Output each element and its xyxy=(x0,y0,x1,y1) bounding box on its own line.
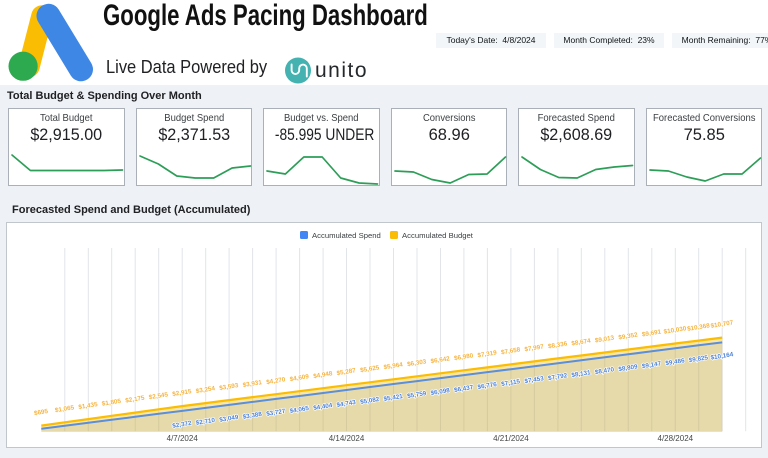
svg-text:$7,319: $7,319 xyxy=(477,349,498,359)
svg-text:$7,997: $7,997 xyxy=(524,343,545,353)
svg-text:$6,437: $6,437 xyxy=(454,384,475,394)
svg-text:$2,175: $2,175 xyxy=(125,394,146,404)
svg-text:$6,776: $6,776 xyxy=(477,381,498,391)
svg-text:$9,352: $9,352 xyxy=(618,331,639,341)
svg-text:$5,421: $5,421 xyxy=(383,392,404,402)
svg-text:$4,404: $4,404 xyxy=(313,401,334,411)
svg-text:$1,805: $1,805 xyxy=(101,397,122,407)
svg-text:$8,470: $8,470 xyxy=(595,366,616,376)
svg-text:$7,658: $7,658 xyxy=(501,346,522,356)
svg-text:$9,013: $9,013 xyxy=(595,334,616,344)
svg-text:$5,964: $5,964 xyxy=(383,361,404,371)
svg-text:$5,287: $5,287 xyxy=(336,367,357,377)
svg-text:$3,388: $3,388 xyxy=(242,410,263,420)
svg-text:$8,674: $8,674 xyxy=(571,337,592,347)
svg-text:$9,691: $9,691 xyxy=(642,328,663,338)
svg-text:$10,368: $10,368 xyxy=(687,322,711,333)
svg-text:Accumulated Budget: Accumulated Budget xyxy=(402,230,474,239)
svg-text:$7,115: $7,115 xyxy=(501,378,521,388)
svg-text:$3,049: $3,049 xyxy=(219,413,240,423)
svg-text:$8,809: $8,809 xyxy=(618,363,639,373)
svg-text:$6,098: $6,098 xyxy=(430,387,451,397)
svg-text:$4,948: $4,948 xyxy=(313,370,334,380)
svg-text:$3,254: $3,254 xyxy=(195,385,216,395)
svg-text:$4,270: $4,270 xyxy=(266,376,287,386)
svg-text:$6,303: $6,303 xyxy=(407,358,428,368)
svg-text:$9,147: $9,147 xyxy=(642,360,663,370)
svg-text:$3,727: $3,727 xyxy=(266,407,287,417)
svg-text:4/28/2024: 4/28/2024 xyxy=(658,434,694,443)
svg-text:$10,707: $10,707 xyxy=(710,319,734,330)
svg-text:$3,931: $3,931 xyxy=(242,379,263,389)
svg-text:$2,710: $2,710 xyxy=(195,416,216,426)
svg-text:$1,065: $1,065 xyxy=(55,404,76,414)
svg-text:$4,065: $4,065 xyxy=(289,404,310,414)
svg-text:$5,625: $5,625 xyxy=(360,364,381,374)
svg-text:$4,743: $4,743 xyxy=(336,398,357,408)
svg-text:$695: $695 xyxy=(34,407,49,416)
svg-text:$7,792: $7,792 xyxy=(548,372,569,382)
svg-text:$8,336: $8,336 xyxy=(548,340,569,350)
svg-text:$6,642: $6,642 xyxy=(430,355,451,365)
svg-text:$8,131: $8,131 xyxy=(571,369,592,379)
svg-text:$9,486: $9,486 xyxy=(665,357,686,367)
svg-text:4/14/2024: 4/14/2024 xyxy=(329,434,365,443)
svg-text:4/21/2024: 4/21/2024 xyxy=(493,434,529,443)
svg-text:$6,980: $6,980 xyxy=(454,352,475,362)
svg-text:$2,372: $2,372 xyxy=(172,419,193,429)
svg-text:$3,593: $3,593 xyxy=(219,382,240,392)
svg-text:$10,030: $10,030 xyxy=(663,325,687,336)
svg-text:$4,609: $4,609 xyxy=(289,373,310,383)
svg-text:$2,545: $2,545 xyxy=(148,391,169,401)
svg-text:4/7/2024: 4/7/2024 xyxy=(167,434,199,443)
svg-text:$1,435: $1,435 xyxy=(78,401,99,411)
svg-text:$5,082: $5,082 xyxy=(360,395,381,405)
svg-text:$2,915: $2,915 xyxy=(172,388,193,398)
svg-text:$9,825: $9,825 xyxy=(688,354,709,364)
svg-text:$7,453: $7,453 xyxy=(524,375,545,385)
svg-text:$10,164: $10,164 xyxy=(710,351,734,362)
svg-text:Accumulated Spend: Accumulated Spend xyxy=(312,230,381,239)
svg-text:$5,759: $5,759 xyxy=(407,390,428,400)
